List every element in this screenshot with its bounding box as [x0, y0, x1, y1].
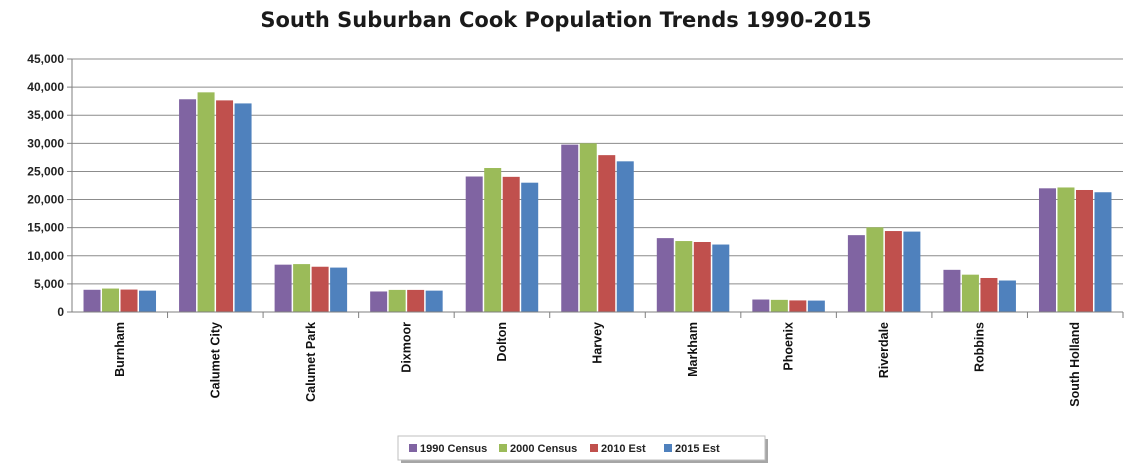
x-tick-label: Markham: [686, 322, 700, 377]
y-tick-label: 30,000: [27, 136, 64, 150]
bar: [980, 277, 998, 312]
x-tick-label: Calumet City: [208, 322, 222, 398]
y-tick-label: 0: [57, 305, 64, 319]
bar: [561, 144, 579, 312]
x-tick-label: Robbins: [973, 322, 987, 372]
x-tick-label: South Holland: [1068, 322, 1082, 407]
x-tick-label: Phoenix: [782, 322, 796, 371]
y-tick-label: 15,000: [27, 221, 64, 235]
bar: [311, 266, 329, 312]
legend-swatch: [664, 444, 672, 452]
bar: [884, 231, 902, 312]
y-tick-label: 25,000: [27, 164, 64, 178]
legend-label: 1990 Census: [420, 443, 487, 455]
bar: [616, 161, 634, 312]
bar: [693, 242, 711, 312]
y-tick-label: 20,000: [27, 193, 64, 207]
y-tick-label: 40,000: [27, 80, 64, 94]
legend-swatch: [499, 444, 507, 452]
bar: [961, 274, 979, 312]
bar: [998, 280, 1016, 312]
bar: [197, 92, 215, 312]
x-tick-label: Calumet Park: [304, 322, 318, 402]
bar: [465, 176, 483, 312]
x-tick-label: Dixmoor: [399, 322, 413, 373]
bar: [388, 289, 406, 312]
bar: [521, 182, 539, 312]
legend-label: 2000 Census: [510, 443, 577, 455]
x-tick-label: Dolton: [495, 322, 509, 362]
bar: [656, 238, 674, 312]
bar: [179, 99, 197, 312]
axes: 0 5,000 10,000 15,000 20,000 25,000 30,000 35,0…: [27, 52, 1124, 407]
bar: [139, 290, 157, 312]
bar: [484, 168, 502, 312]
bar: [274, 264, 292, 312]
bar: [330, 267, 348, 312]
bar: [752, 299, 770, 312]
bar: [83, 289, 101, 312]
bar: [807, 300, 825, 312]
bar: [102, 288, 120, 312]
bar: [943, 269, 961, 312]
bar: [770, 299, 788, 312]
bar: [675, 241, 693, 312]
bar: [1038, 188, 1056, 312]
bar: [579, 143, 597, 312]
bar: [502, 176, 520, 312]
y-tick-label: 45,000: [27, 52, 64, 66]
bar: [866, 227, 884, 312]
bar: [425, 290, 443, 312]
legend-label: 2015 Est: [675, 443, 720, 455]
bar: [712, 244, 730, 312]
legend-swatch: [409, 444, 417, 452]
bar: [903, 231, 921, 312]
x-tick-label: Riverdale: [877, 322, 891, 378]
bar: [598, 155, 616, 312]
chart-title: South Suburban Cook Population Trends 19…: [260, 8, 871, 32]
bar: [120, 289, 138, 312]
legend-swatch: [590, 444, 598, 452]
legend-box: [397, 435, 766, 461]
y-tick-label: 5,000: [34, 277, 64, 291]
bars: [83, 92, 1112, 313]
bar: [370, 291, 388, 312]
bar: [847, 235, 865, 312]
bar: [1057, 187, 1075, 312]
y-tick-label: 10,000: [27, 249, 64, 263]
bar: [234, 103, 252, 312]
bar: [407, 289, 425, 312]
legend-label: 2010 Est: [601, 443, 646, 455]
legend: 1990 Census 2000 Census 2010 Est 2015 Est: [397, 435, 768, 463]
y-tick-label: 35,000: [27, 108, 64, 122]
x-tick-label: Harvey: [591, 322, 605, 364]
bar: [789, 300, 807, 312]
bar: [1075, 189, 1093, 312]
x-tick-label: Burnham: [113, 322, 127, 377]
bar: [293, 264, 311, 312]
bar: [1094, 192, 1112, 312]
bar: [216, 100, 234, 313]
